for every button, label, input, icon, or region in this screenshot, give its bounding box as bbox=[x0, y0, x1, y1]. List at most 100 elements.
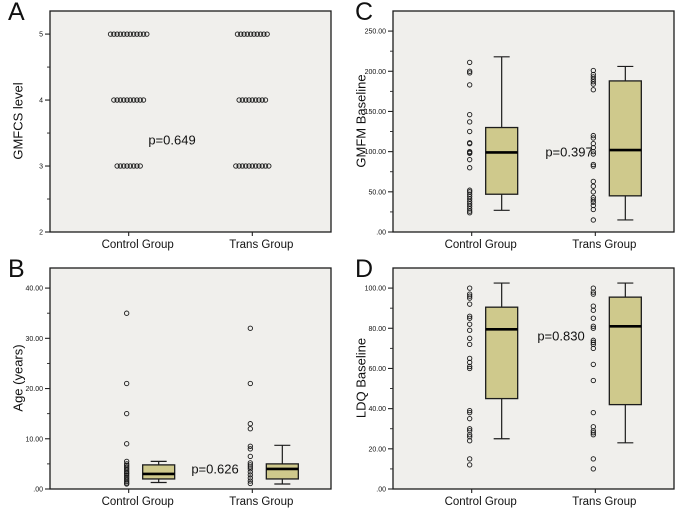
data-point bbox=[247, 466, 253, 472]
data-point bbox=[243, 163, 249, 169]
data-point bbox=[239, 163, 246, 169]
data-point bbox=[121, 31, 127, 37]
data-point bbox=[467, 426, 473, 432]
panel-a-p-value-label: p=0.649 bbox=[148, 132, 196, 148]
data-point bbox=[590, 148, 596, 155]
data-point bbox=[251, 31, 257, 37]
panel-b-letter: B bbox=[8, 255, 25, 283]
data-point bbox=[264, 31, 270, 37]
y-tick-label: 40.00 bbox=[25, 286, 43, 293]
data-point bbox=[130, 163, 137, 169]
data-point bbox=[241, 31, 247, 37]
data-point bbox=[140, 31, 147, 37]
data-point bbox=[144, 31, 150, 37]
y-tick-label: 5 bbox=[39, 32, 43, 39]
data-point bbox=[247, 380, 253, 387]
data-point bbox=[114, 163, 120, 169]
data-point bbox=[467, 295, 473, 301]
data-point bbox=[467, 456, 473, 462]
data-point bbox=[467, 438, 473, 444]
x-tick-label: Trans Group bbox=[572, 239, 636, 251]
data-point bbox=[590, 432, 596, 438]
data-point bbox=[590, 291, 596, 297]
data-point bbox=[239, 97, 246, 103]
data-point bbox=[134, 31, 140, 37]
data-point bbox=[140, 97, 147, 103]
panel-d-p-value-label: p=0.830 bbox=[537, 328, 585, 344]
data-point bbox=[590, 79, 596, 85]
y-tick-label: 40.00 bbox=[368, 406, 386, 413]
data-point bbox=[467, 365, 473, 372]
data-point bbox=[467, 210, 473, 216]
data-point bbox=[130, 31, 137, 37]
panel-c-letter: C bbox=[355, 0, 374, 26]
y-tick-label: 10.00 bbox=[25, 436, 43, 443]
data-point bbox=[111, 97, 117, 103]
panel-d-y-axis-title: LDQ Baseline bbox=[353, 337, 369, 419]
x-tick-label: Control Group bbox=[445, 496, 517, 508]
data-point bbox=[124, 380, 130, 387]
data-point bbox=[137, 97, 143, 103]
y-tick-label: 60.00 bbox=[368, 366, 386, 373]
panel-c-y-axis-title: GMFM Baseline bbox=[353, 74, 369, 168]
data-point bbox=[590, 315, 596, 321]
data-point bbox=[467, 285, 473, 291]
x-tick-label: Control Group bbox=[445, 239, 517, 251]
panel-b-y-axis-title: Age (years) bbox=[10, 344, 26, 412]
plot-area bbox=[49, 267, 332, 490]
data-point bbox=[247, 469, 253, 475]
data-point bbox=[590, 81, 596, 87]
data-point bbox=[590, 377, 596, 384]
data-point bbox=[590, 197, 596, 203]
data-point bbox=[236, 163, 242, 169]
data-point bbox=[467, 208, 473, 214]
y-tick-label: .00 bbox=[376, 230, 386, 237]
panel-c-gmfm-boxplot: 250.00 200.00 150.00 100.00 50.00 .00 Control … bbox=[343, 0, 685, 257]
data-point bbox=[117, 97, 124, 103]
panel-a-gmfcs-scatter: 5 4 3 2 Control Group Trans Group A GMFCS lev… bbox=[0, 0, 342, 257]
data-point bbox=[467, 112, 473, 118]
box-body bbox=[142, 464, 176, 480]
y-tick-label: 250.00 bbox=[365, 29, 387, 36]
panel-c-canvas: 250.00 200.00 150.00 100.00 50.00 .00 Control … bbox=[365, 10, 675, 251]
data-point bbox=[590, 339, 596, 345]
x-tick-label: Control Group bbox=[102, 496, 174, 508]
data-point bbox=[467, 140, 473, 147]
data-point bbox=[467, 363, 473, 370]
data-point bbox=[467, 128, 473, 135]
box-body bbox=[608, 296, 642, 406]
data-point bbox=[236, 97, 242, 103]
data-point bbox=[467, 416, 473, 422]
data-point bbox=[134, 97, 140, 103]
data-point bbox=[127, 31, 133, 37]
x-tick-label: Trans Group bbox=[572, 496, 636, 508]
data-point bbox=[467, 59, 473, 66]
data-point bbox=[590, 87, 596, 93]
data-point bbox=[252, 97, 259, 103]
data-point bbox=[590, 430, 596, 436]
panel-d-letter: D bbox=[355, 255, 374, 283]
data-point bbox=[467, 462, 473, 468]
data-point bbox=[590, 161, 596, 168]
data-point bbox=[134, 163, 140, 169]
data-point bbox=[107, 31, 114, 37]
data-point bbox=[590, 217, 596, 223]
data-point bbox=[266, 163, 272, 169]
data-point bbox=[467, 432, 473, 438]
data-point bbox=[247, 325, 253, 331]
data-point bbox=[262, 163, 269, 169]
data-point bbox=[247, 443, 253, 449]
data-point bbox=[124, 97, 130, 103]
y-tick-label: 50.00 bbox=[368, 189, 386, 196]
data-point bbox=[590, 345, 596, 352]
data-point bbox=[246, 97, 252, 103]
data-point bbox=[234, 31, 241, 37]
data-point bbox=[127, 97, 133, 103]
data-point bbox=[238, 31, 244, 37]
data-point bbox=[259, 97, 265, 103]
data-point bbox=[124, 310, 130, 316]
panel-a-canvas: 5 4 3 2 Control Group Trans Group bbox=[39, 10, 332, 251]
y-tick-label: 200.00 bbox=[365, 69, 387, 76]
data-point bbox=[590, 132, 596, 139]
